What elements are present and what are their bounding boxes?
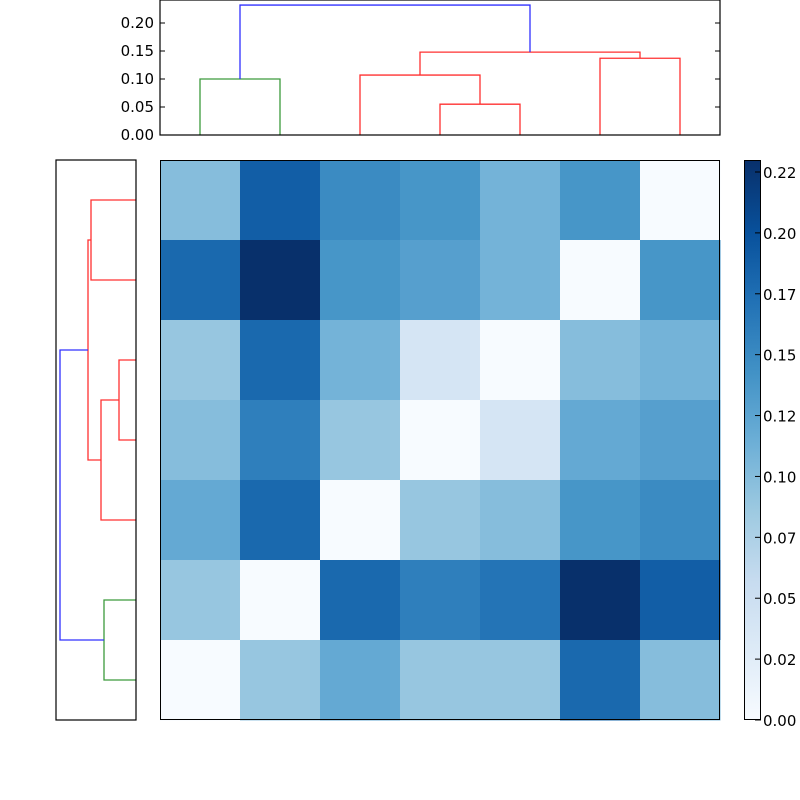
- dendrogram-link: [359, 74, 481, 135]
- heatmap-cell: [400, 400, 481, 481]
- heatmap-cell: [560, 320, 641, 401]
- heatmap-cell: [640, 320, 721, 401]
- heatmap-cell: [640, 480, 721, 561]
- heatmap-cell: [320, 400, 401, 481]
- dendrogram-link: [599, 57, 681, 135]
- heatmap-cell: [160, 240, 241, 321]
- colorbar-tick-label: 0.12: [763, 408, 796, 426]
- dendrogram-link: [90, 199, 136, 281]
- dendrogram-link: [87, 239, 101, 461]
- heatmap-cell: [320, 480, 401, 561]
- heatmap-frame: [160, 160, 720, 720]
- heatmap-cell: [240, 240, 321, 321]
- dendrogram-y-tick-label: 0.00: [121, 126, 154, 144]
- dendrogram-link: [59, 349, 104, 641]
- heatmap-cell: [320, 560, 401, 641]
- dendrogram-link: [439, 103, 521, 135]
- heatmap-cell: [240, 640, 321, 721]
- colorbar-tick-label: 0.20: [763, 225, 796, 243]
- heatmap-cell: [160, 160, 241, 241]
- heatmap-cell: [240, 400, 321, 481]
- heatmap-cell: [160, 560, 241, 641]
- colorbar-tick-label: 0.15: [763, 347, 796, 365]
- heatmap-cell: [160, 640, 241, 721]
- heatmap-cell: [400, 320, 481, 401]
- heatmap: [160, 160, 721, 721]
- heatmap-cell: [400, 160, 481, 241]
- colorbar-tick-label: 0.10: [763, 468, 796, 486]
- colorbar-tick-label: 0.05: [763, 590, 796, 608]
- heatmap-cell: [640, 640, 721, 721]
- heatmap-cell: [320, 640, 401, 721]
- heatmap-cell: [400, 560, 481, 641]
- top-dendrogram-frame: [159, 0, 721, 136]
- dendrogram-link: [199, 78, 281, 135]
- top-dendrogram: 0.00 0.05 0.10 0.15 0.20: [0, 0, 800, 150]
- heatmap-cell: [480, 320, 561, 401]
- dendrogram-y-tick-label: 0.20: [121, 14, 154, 32]
- heatmap-cell: [640, 240, 721, 321]
- colorbar-tick-label: 0.02: [763, 651, 796, 669]
- heatmap-cell: [480, 240, 561, 321]
- heatmap-cell: [640, 160, 721, 241]
- heatmap-cell: [160, 400, 241, 481]
- heatmap-cell: [480, 480, 561, 561]
- heatmap-cell: [560, 480, 641, 561]
- heatmap-cell: [640, 560, 721, 641]
- dendrogram-link: [239, 4, 531, 79]
- heatmap-cell: [320, 160, 401, 241]
- colorbar: 0.00 0.02 0.05 0.07 0.10 0.12 0.15 0.17 0.20 0.22: [744, 160, 796, 730]
- heatmap-cell: [480, 560, 561, 641]
- heatmap-cell: [240, 160, 321, 241]
- heatmap-cell: [480, 160, 561, 241]
- colorbar-tick-label: 0.00: [763, 712, 796, 730]
- dendrogram-link: [103, 599, 136, 681]
- dendrogram-y-tick-label: 0.15: [121, 42, 154, 60]
- heatmap-cell: [160, 480, 241, 561]
- heatmap-cell: [320, 320, 401, 401]
- left-dendrogram: [0, 0, 160, 800]
- left-dendrogram-svg: [55, 159, 137, 721]
- heatmap-cell: [480, 640, 561, 721]
- heatmap-cell: [240, 560, 321, 641]
- heatmap-cell: [400, 480, 481, 561]
- heatmap-cell: [560, 240, 641, 321]
- colorbar-tick-label: 0.07: [763, 529, 796, 547]
- heatmap-cell: [240, 480, 321, 561]
- heatmap-cell: [560, 400, 641, 481]
- heatmap-cell: [560, 640, 641, 721]
- heatmap-cell: [240, 320, 321, 401]
- heatmap-cell: [480, 400, 561, 481]
- heatmap-cell: [560, 560, 641, 641]
- colorbar-axis: 0.00 0.02 0.05 0.07 0.10 0.12 0.15 0.17 0.20 0.22: [755, 164, 796, 730]
- heatmap-cell: [160, 320, 241, 401]
- dendrogram-y-tick-label: 0.10: [121, 70, 154, 88]
- top-dendrogram-svg: 0.00 0.05 0.10 0.15 0.20: [121, 0, 721, 144]
- heatmap-cell: [640, 400, 721, 481]
- heatmap-cell: [400, 240, 481, 321]
- heatmap-cell: [320, 240, 401, 321]
- colorbar-tick-label: 0.22: [763, 164, 796, 182]
- dendrogram-link: [419, 51, 641, 76]
- left-dendrogram-frame: [55, 159, 137, 721]
- heatmap-cell: [400, 640, 481, 721]
- heatmap-cell: [560, 160, 641, 241]
- dendrogram-link: [118, 359, 136, 441]
- heatmap-grid: [160, 160, 721, 721]
- colorbar-tick-label: 0.17: [763, 286, 796, 304]
- dendrogram-y-tick-label: 0.05: [121, 98, 154, 116]
